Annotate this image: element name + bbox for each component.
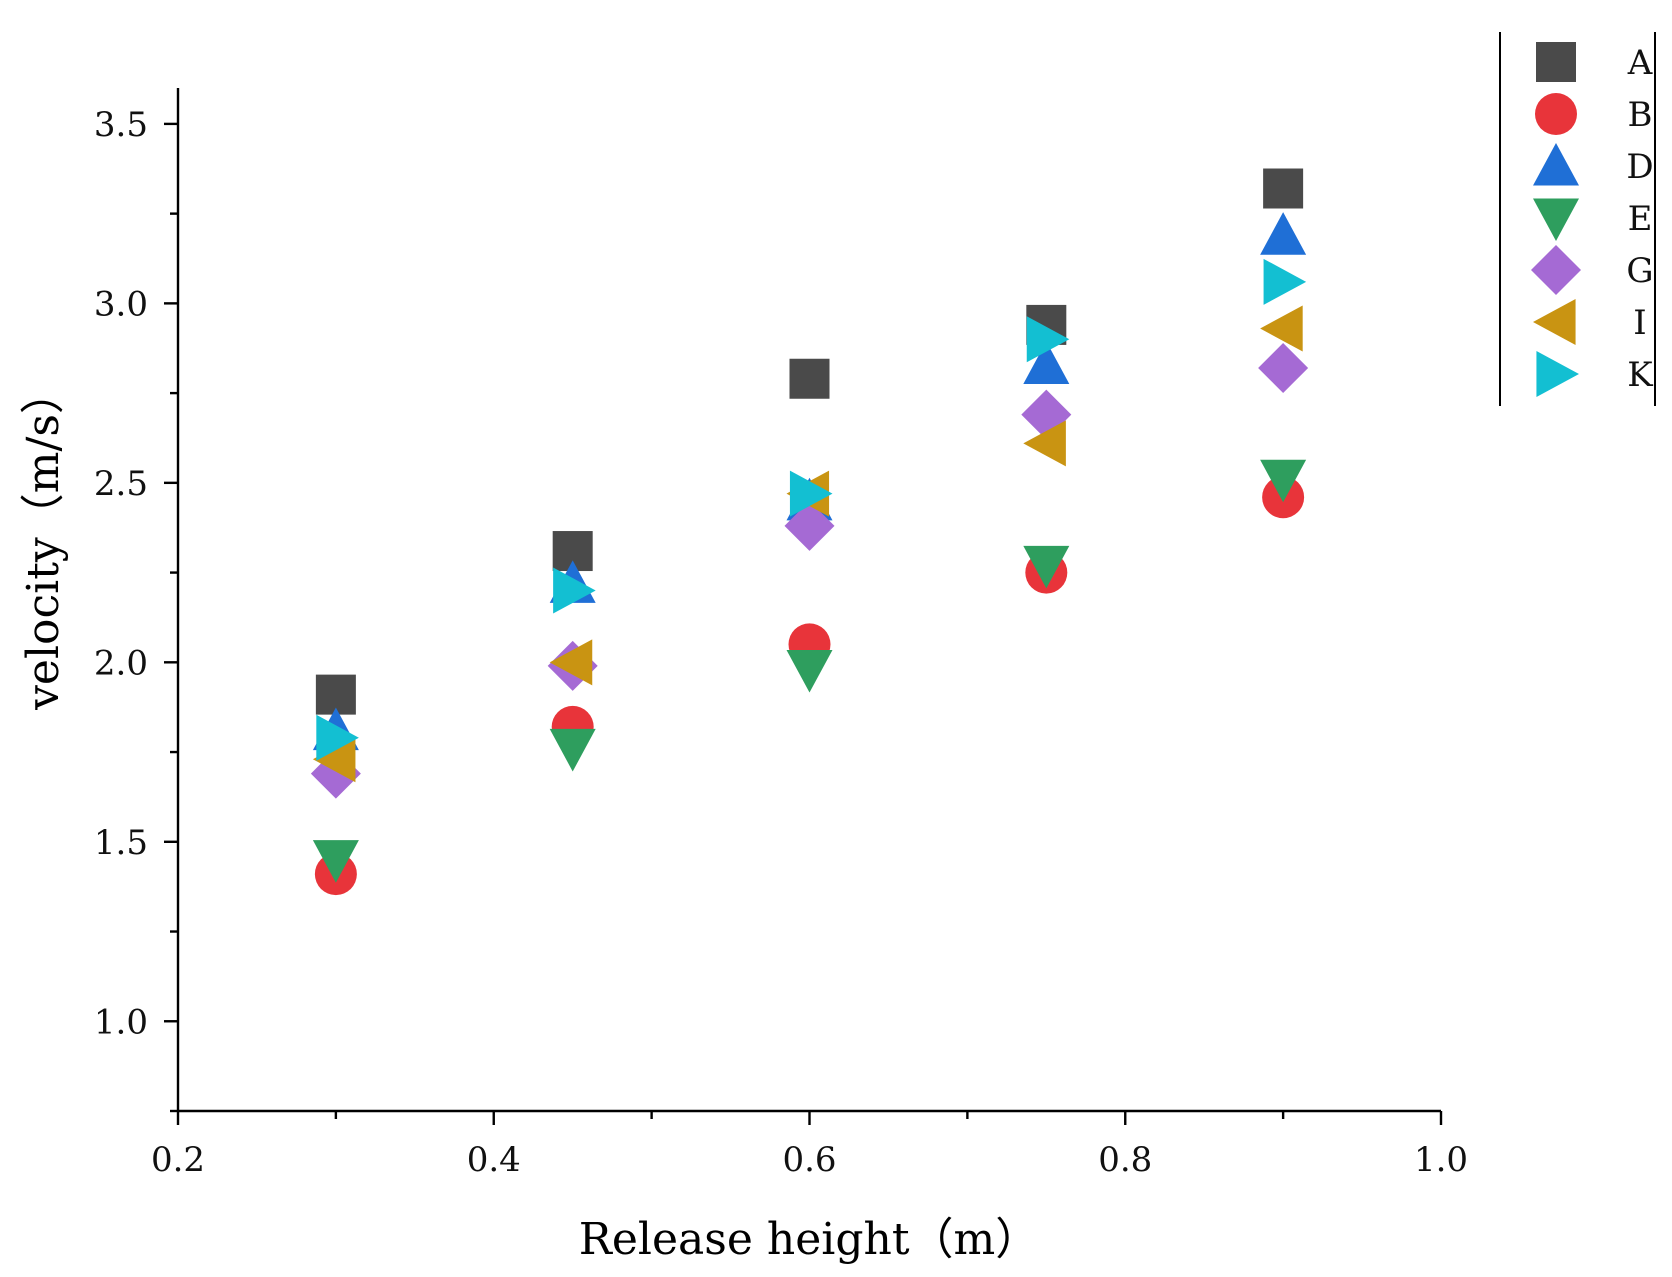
legend-marker-E bbox=[1533, 198, 1579, 241]
series-K bbox=[316, 258, 1307, 761]
x-axis-title: Release height（m） bbox=[579, 1214, 1039, 1265]
x-ticks: 0.2 0.4 0.6 0.8 1.0 bbox=[151, 1111, 1468, 1180]
legend-label-G: G bbox=[1626, 251, 1653, 291]
point-K-3 bbox=[1026, 316, 1070, 363]
point-I-0 bbox=[312, 736, 356, 783]
point-K-2 bbox=[789, 470, 833, 517]
y-tick-label: 2.0 bbox=[94, 643, 148, 683]
point-E-1 bbox=[549, 728, 596, 772]
point-G-4 bbox=[1258, 342, 1309, 393]
y-tick-label: 3.5 bbox=[94, 105, 148, 145]
legend-item-E: E bbox=[1533, 198, 1652, 241]
point-K-1 bbox=[553, 567, 596, 614]
y-tick-label: 2.5 bbox=[94, 464, 148, 504]
legend-item-A: A bbox=[1536, 42, 1653, 83]
y-tick-label: 1.0 bbox=[94, 1002, 148, 1042]
legend-label-B: B bbox=[1628, 95, 1653, 135]
legend-marker-B bbox=[1535, 93, 1577, 135]
y-tick-label: 1.5 bbox=[94, 823, 148, 863]
point-G-2 bbox=[784, 500, 835, 551]
y-tick-label: 3.0 bbox=[94, 284, 148, 324]
legend-marker-K bbox=[1536, 351, 1579, 397]
legend-marker-I bbox=[1533, 299, 1576, 345]
legend-label-D: D bbox=[1626, 147, 1653, 187]
axes bbox=[176, 88, 1441, 1113]
point-A-4 bbox=[1263, 168, 1304, 209]
legend-label-A: A bbox=[1627, 43, 1653, 83]
x-tick-label: 0.2 bbox=[151, 1140, 205, 1180]
legend-item-I: I bbox=[1533, 299, 1647, 345]
legend-item-K: K bbox=[1536, 351, 1653, 397]
y-ticks: 1.0 1.5 2.0 2.5 3.0 3.5 bbox=[94, 105, 178, 1113]
legend-label-K: K bbox=[1627, 355, 1653, 395]
legend-marker-D bbox=[1533, 143, 1579, 186]
legend-item-G: G bbox=[1531, 245, 1654, 295]
legend-label-E: E bbox=[1628, 199, 1653, 239]
point-K-0 bbox=[316, 714, 359, 761]
point-E-4 bbox=[1260, 459, 1307, 503]
series-G bbox=[310, 342, 1309, 799]
x-tick-label: 1.0 bbox=[1414, 1140, 1468, 1180]
legend-item-B: B bbox=[1535, 93, 1653, 135]
point-E-3 bbox=[1023, 545, 1070, 589]
legend-marker-A bbox=[1536, 42, 1576, 82]
point-E-0 bbox=[312, 840, 359, 883]
x-tick-label: 0.8 bbox=[1098, 1140, 1152, 1180]
point-I-3 bbox=[1023, 420, 1066, 467]
point-A-2 bbox=[789, 358, 830, 399]
data-points bbox=[310, 168, 1309, 896]
x-tick-label: 0.6 bbox=[782, 1140, 836, 1180]
point-E-2 bbox=[786, 649, 833, 693]
point-K-4 bbox=[1263, 258, 1307, 305]
point-D-3 bbox=[1023, 341, 1070, 384]
series-A bbox=[315, 168, 1304, 715]
y-axis-title: velocity（m/s） bbox=[18, 370, 69, 711]
legend-item-D: D bbox=[1533, 143, 1654, 187]
point-I-4 bbox=[1260, 305, 1303, 352]
x-tick-label: 0.4 bbox=[467, 1140, 521, 1180]
series-E bbox=[312, 459, 1307, 883]
legend-label-I: I bbox=[1633, 303, 1646, 343]
legend-marker-G bbox=[1531, 245, 1581, 295]
point-I-1 bbox=[549, 639, 593, 686]
point-D-4 bbox=[1260, 212, 1307, 255]
